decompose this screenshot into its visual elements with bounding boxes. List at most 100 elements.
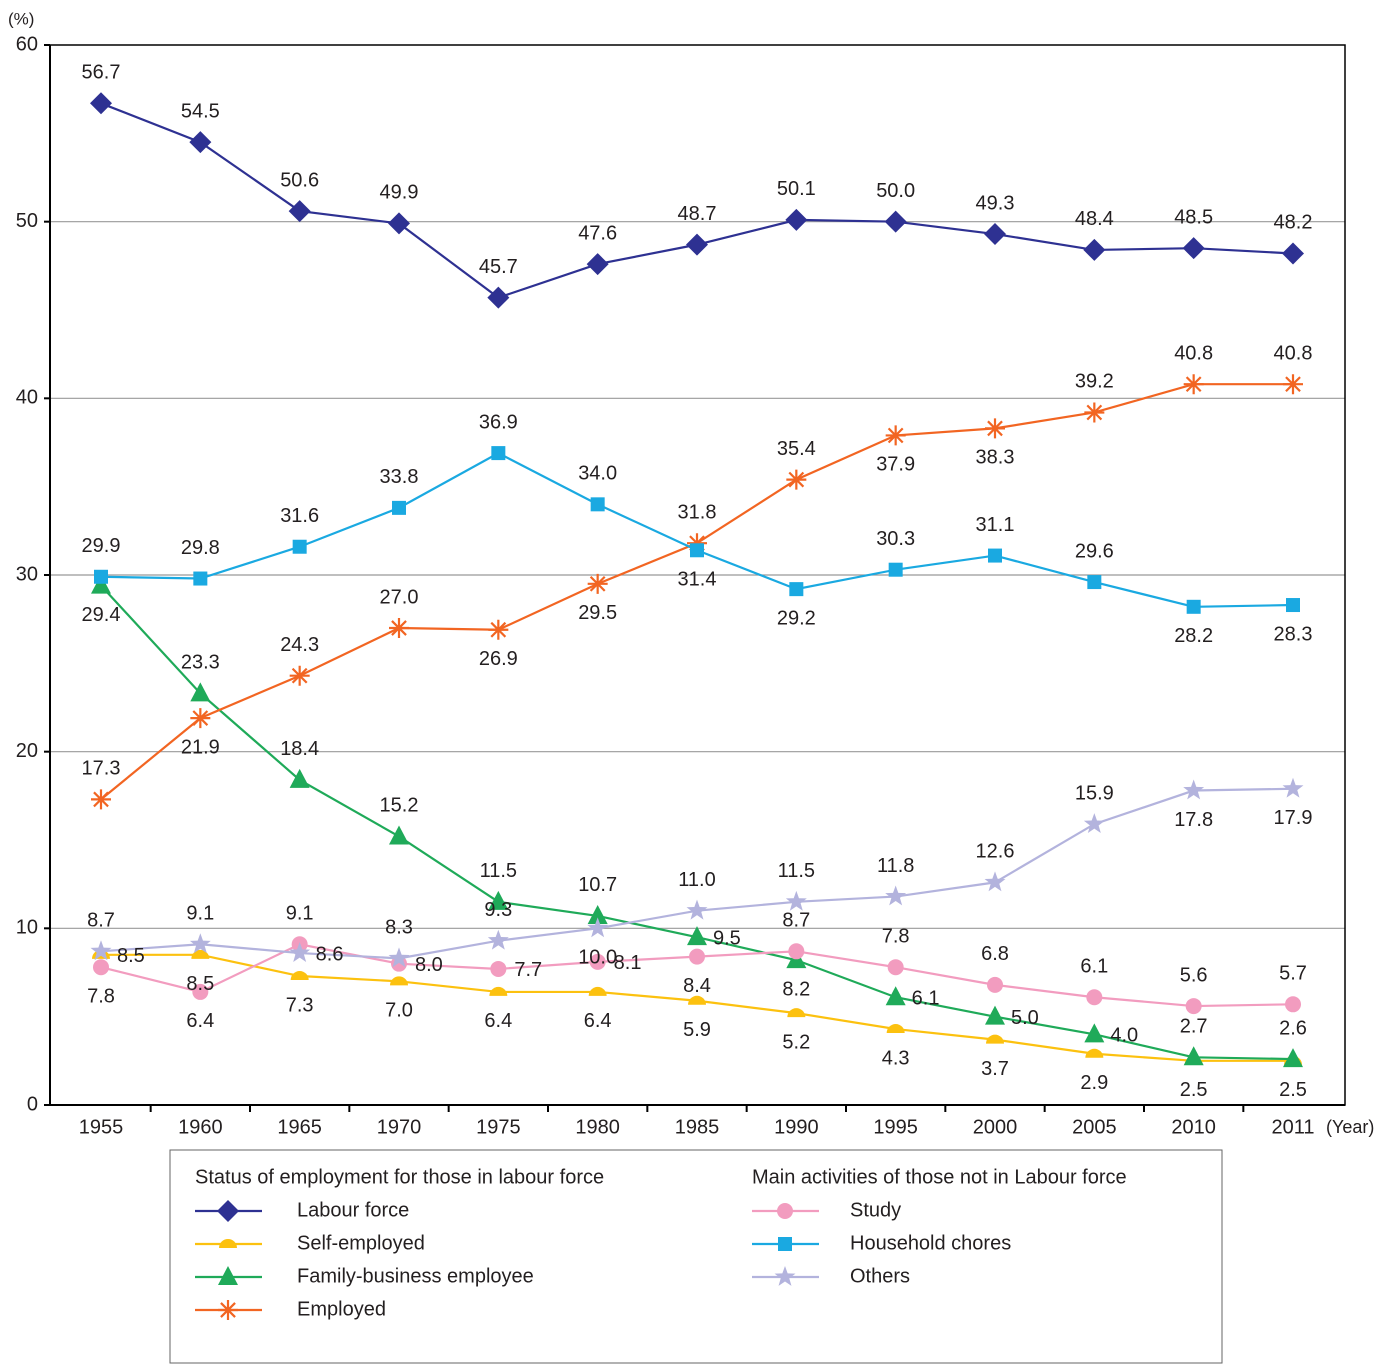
data-label: 21.9 xyxy=(181,736,220,758)
marker xyxy=(785,890,807,911)
x-tick-label: 1970 xyxy=(377,1116,422,1138)
data-label: 40.8 xyxy=(1174,342,1213,364)
data-label: 48.7 xyxy=(678,203,717,225)
marker xyxy=(289,768,310,788)
data-label: 5.6 xyxy=(1180,964,1208,986)
marker xyxy=(290,971,309,981)
data-label: 2.6 xyxy=(1279,1017,1307,1039)
marker xyxy=(1186,599,1201,614)
data-label: 5.9 xyxy=(683,1019,711,1041)
marker xyxy=(587,917,609,938)
marker xyxy=(885,885,907,906)
marker xyxy=(588,986,607,996)
data-label: 28.2 xyxy=(1174,625,1213,647)
data-label: 8.0 xyxy=(415,954,443,976)
data-label: 48.2 xyxy=(1274,212,1313,234)
marker xyxy=(191,949,210,959)
marker xyxy=(1285,996,1301,1013)
marker xyxy=(688,995,706,1005)
marker xyxy=(686,899,708,920)
legend-label: Others xyxy=(850,1265,910,1287)
marker xyxy=(1283,1048,1303,1068)
marker xyxy=(589,953,606,970)
data-label: 12.6 xyxy=(976,841,1015,863)
data-label: 28.3 xyxy=(1274,623,1313,645)
data-label: 6.4 xyxy=(584,1010,612,1032)
marker xyxy=(1083,813,1105,833)
data-label: 6.4 xyxy=(484,1010,512,1032)
data-label: 8.4 xyxy=(683,975,711,997)
y-tick-label: 10 xyxy=(16,917,38,939)
data-label: 8.7 xyxy=(782,910,810,932)
data-label: 29.8 xyxy=(181,537,220,559)
legend-label: Household chores xyxy=(850,1232,1011,1254)
data-label: 9.1 xyxy=(286,903,314,925)
marker xyxy=(587,904,608,924)
marker xyxy=(389,825,409,845)
data-label: 49.3 xyxy=(976,192,1015,214)
data-label: 9.1 xyxy=(186,903,214,925)
marker xyxy=(590,497,605,512)
y-tick-label: 40 xyxy=(16,387,38,409)
data-label: 15.2 xyxy=(380,795,419,817)
data-label: 9.3 xyxy=(484,899,512,921)
data-label: 8.2 xyxy=(782,978,810,1000)
marker xyxy=(689,948,705,965)
marker xyxy=(93,959,109,976)
data-label: 8.6 xyxy=(316,943,344,965)
x-tick-label: 1980 xyxy=(575,1116,620,1138)
marker xyxy=(217,1200,239,1222)
data-label: 8.3 xyxy=(385,917,413,939)
data-label: 34.0 xyxy=(578,463,617,485)
marker xyxy=(687,926,707,946)
x-tick-label: 1985 xyxy=(675,1116,720,1138)
data-label: 6.1 xyxy=(912,988,940,1010)
marker xyxy=(985,418,1005,439)
series-line xyxy=(100,383,1293,801)
x-axis-label: (Year) xyxy=(1326,1117,1374,1137)
marker xyxy=(487,286,510,309)
marker xyxy=(189,131,212,154)
marker xyxy=(985,1005,1005,1025)
x-tick-label: 1960 xyxy=(178,1116,223,1138)
data-label: 5.0 xyxy=(1011,1007,1039,1029)
marker xyxy=(885,425,906,446)
marker xyxy=(1083,238,1106,261)
data-label: 7.8 xyxy=(882,925,910,947)
data-label: 10.0 xyxy=(578,947,617,969)
marker xyxy=(289,665,310,686)
marker xyxy=(388,212,410,235)
marker xyxy=(491,446,506,461)
marker xyxy=(94,569,108,584)
marker xyxy=(1283,374,1303,395)
data-label: 2.7 xyxy=(1180,1016,1208,1038)
data-label: 31.4 xyxy=(678,569,717,591)
data-label: 36.9 xyxy=(479,411,518,433)
marker xyxy=(91,789,111,810)
data-label: 49.9 xyxy=(380,182,419,204)
data-label: 29.9 xyxy=(82,535,121,557)
series-line xyxy=(100,102,1294,299)
marker xyxy=(884,210,907,233)
marker xyxy=(487,929,509,950)
data-label: 17.3 xyxy=(82,758,121,780)
marker xyxy=(219,1239,237,1248)
data-label: 47.6 xyxy=(578,222,617,244)
data-label: 31.1 xyxy=(976,514,1015,536)
marker xyxy=(289,942,311,962)
data-label: 27.0 xyxy=(380,586,419,608)
marker xyxy=(1183,779,1205,800)
data-label: 9.5 xyxy=(713,927,741,949)
marker xyxy=(389,618,409,638)
marker xyxy=(490,960,507,977)
data-label: 10.7 xyxy=(578,874,617,896)
data-label: 30.3 xyxy=(876,528,915,550)
x-tick-label: 2010 xyxy=(1171,1116,1216,1138)
marker xyxy=(687,533,707,554)
marker xyxy=(786,469,807,490)
marker xyxy=(192,983,209,1000)
marker xyxy=(888,562,903,577)
data-label: 7.8 xyxy=(87,985,115,1007)
data-label: 8.5 xyxy=(186,973,214,995)
